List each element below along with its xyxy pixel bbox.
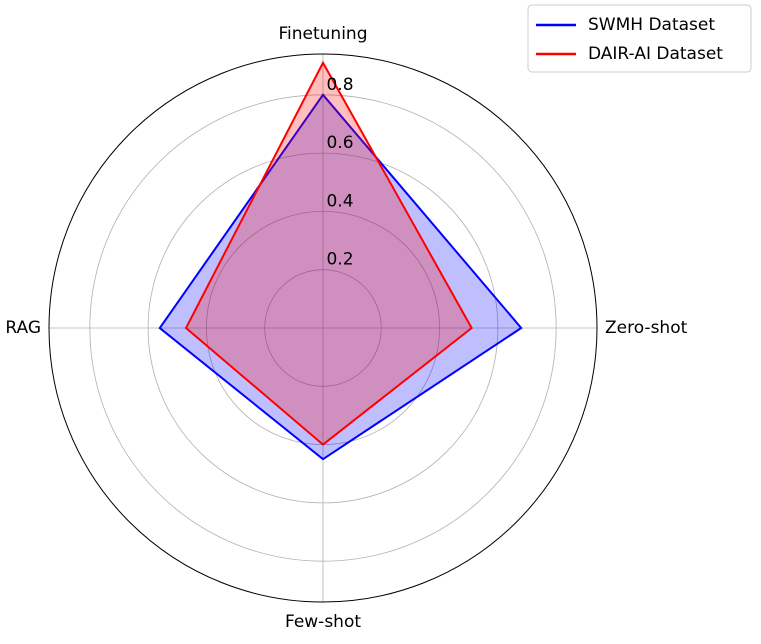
category-label: RAG: [5, 318, 41, 338]
series-area: [159, 94, 522, 460]
r-tick-label: 0.8: [326, 75, 353, 95]
outer-circle: [48, 53, 598, 603]
legend-label: SWMH Dataset: [588, 15, 715, 35]
series-line: [184, 60, 473, 446]
r-tick-label: 0.4: [326, 191, 353, 211]
category-label: Zero-shot: [605, 318, 688, 338]
category-label: Finetuning: [278, 24, 367, 44]
series-area: [186, 62, 472, 445]
category-label: Few-shot: [285, 612, 361, 632]
series-line: [158, 93, 523, 461]
legend-label: DAIR-AI Dataset: [588, 44, 723, 64]
r-tick-label: 0.2: [326, 250, 353, 270]
r-tick-label: 0.6: [326, 133, 353, 153]
legend-box: [527, 4, 752, 73]
